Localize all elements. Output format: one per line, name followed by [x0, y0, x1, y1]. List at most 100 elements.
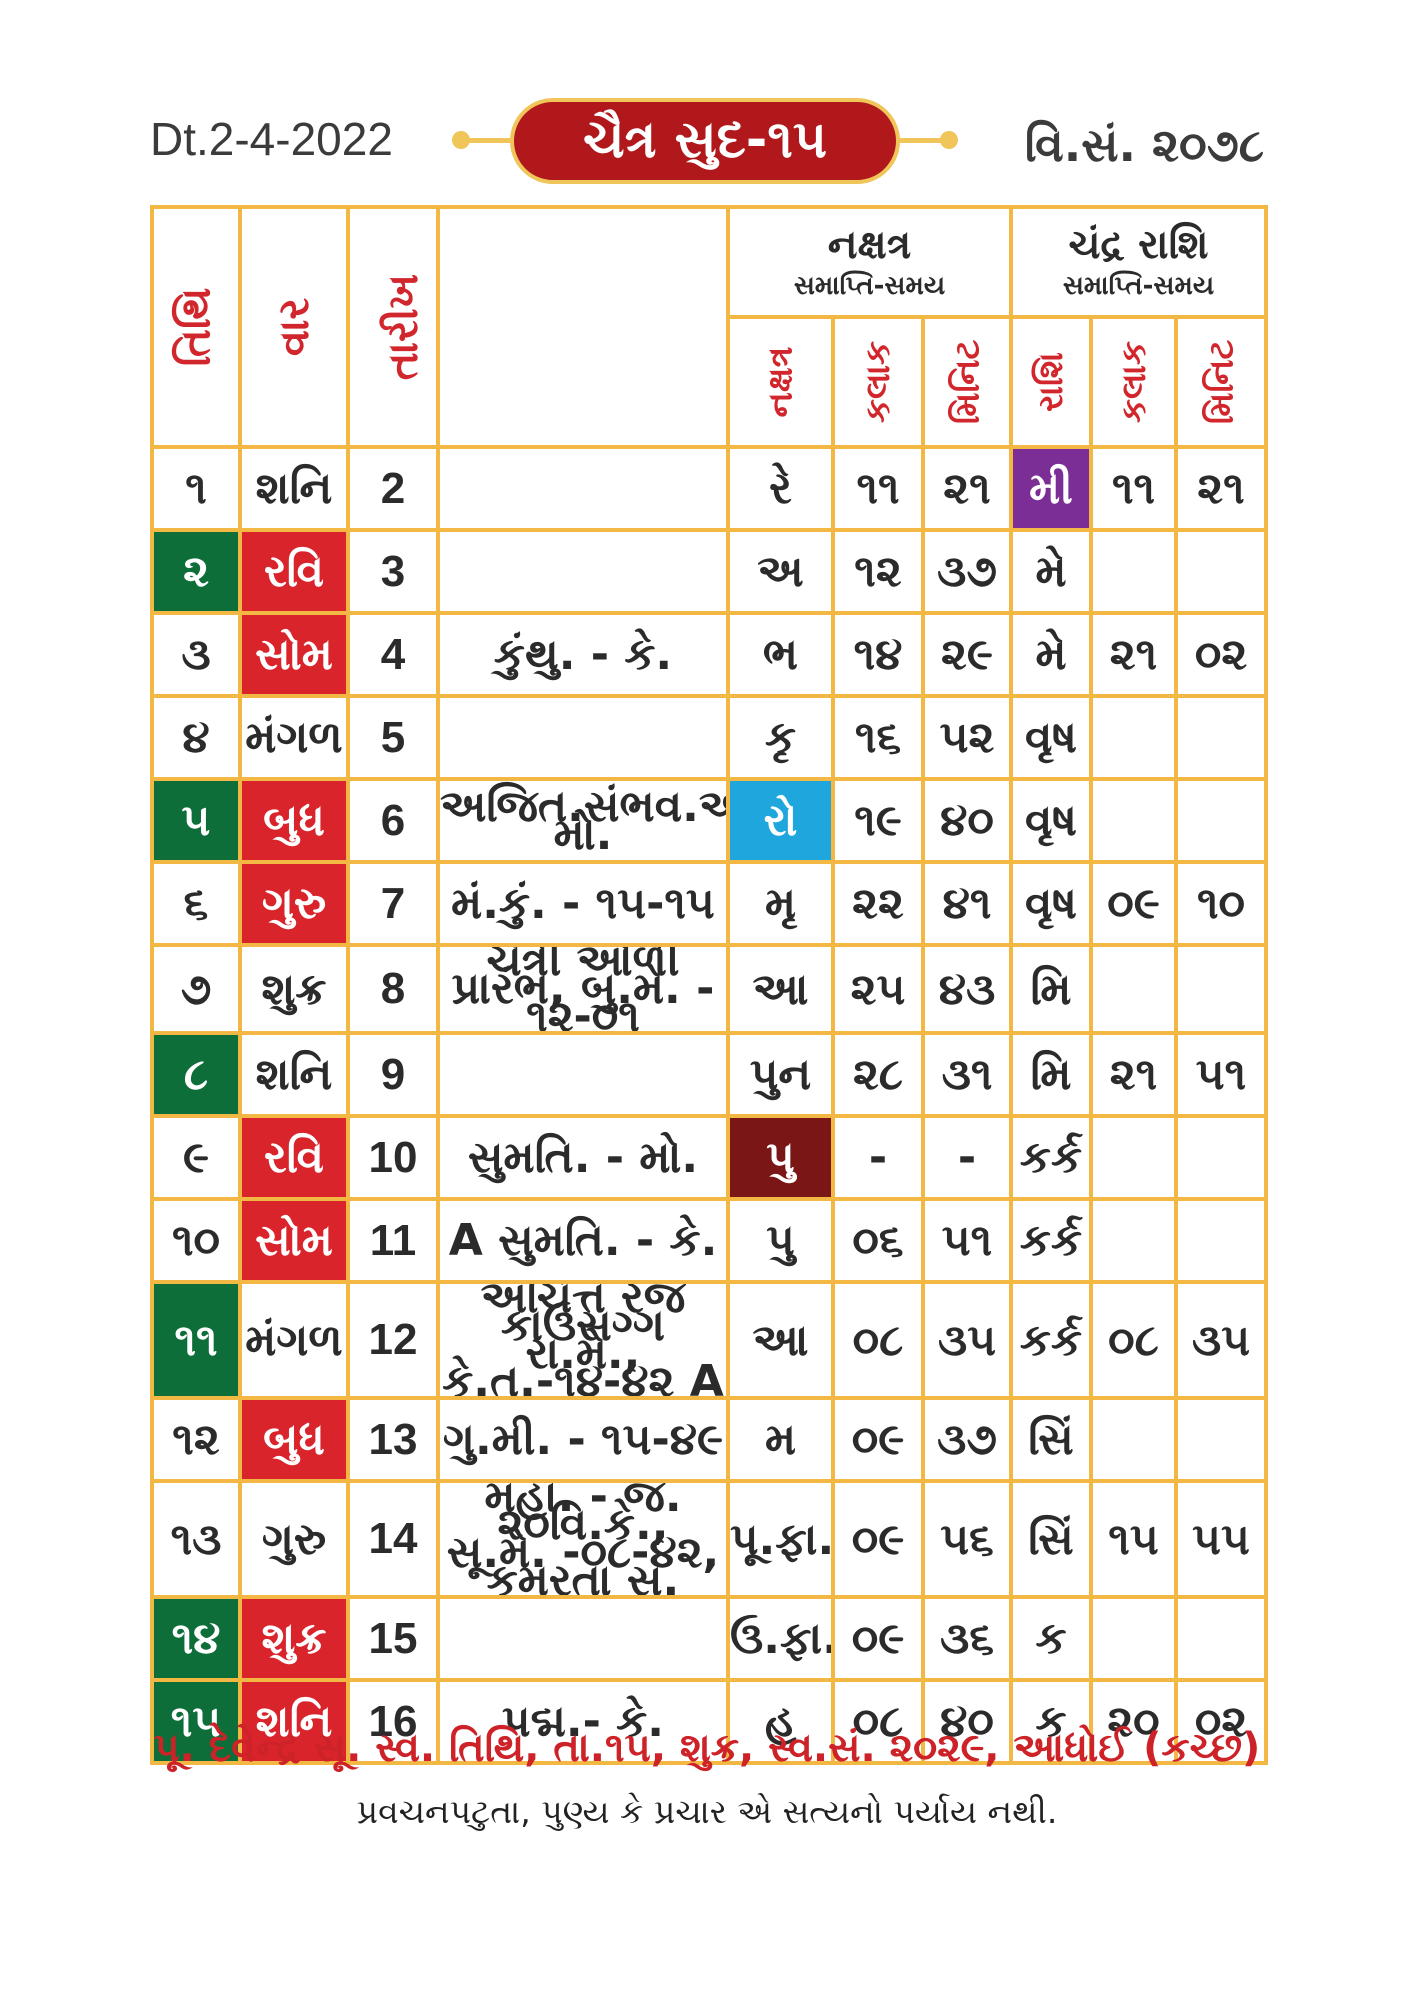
nakshatra-cell: પુ	[726, 1197, 835, 1284]
vaar-cell: મંગળ	[238, 1280, 350, 1400]
nakshatra-hour-cell: ૨૫	[831, 943, 925, 1035]
header-rashi-kalak: કલાક	[1089, 315, 1178, 449]
nakshatra-hour-cell: ૨૨	[831, 860, 925, 947]
table-row: ૧૦ સોમ 11 A સુમતિ. - કે. પુ ૦૬ ૫૧ કર્ક	[150, 1197, 1268, 1284]
nakshatra-hour-cell: ૧૬	[831, 694, 925, 781]
tithi-cell: ૧૨	[150, 1396, 242, 1483]
rashi-hour-cell: ૨૧	[1089, 1031, 1178, 1118]
vaar-cell: ગુરુ	[238, 860, 350, 947]
date-cell: 16	[346, 1678, 440, 1765]
note-cell: મહા. - જ. ૨૦વિ.કે., સૂ.મે. -૦૮-૪૨, કમૂરત…	[436, 1479, 730, 1599]
rashi-minute-cell: ૫૫	[1174, 1479, 1268, 1599]
date-cell: 2	[346, 445, 440, 532]
nakshatra-hour-cell: ૦૯	[831, 1595, 925, 1682]
note-cell: ચૈત્રી ઓળી પ્રારંભ, બુ.મે. - ૧૨-૦૧	[436, 943, 730, 1035]
rashi-minute-cell: ૩૫	[1174, 1280, 1268, 1400]
nakshatra-cell: કૃ	[726, 694, 835, 781]
tithi-cell: ૧	[150, 445, 242, 532]
nakshatra-minute-cell: ૩૧	[921, 1031, 1013, 1118]
table-row: ૩ સોમ 4 કુંથુ. - કે. ભ ૧૪ ૨૯ મે ૨૧ ૦૨	[150, 611, 1268, 698]
header-rashi: રાશિ	[1009, 315, 1093, 449]
vaar-cell: શનિ	[238, 1031, 350, 1118]
note-cell: ગુ.મી. - ૧૫-૪૯	[436, 1396, 730, 1483]
table-row: ૭ શુક્ર 8 ચૈત્રી ઓળી પ્રારંભ, બુ.મે. - ૧૨-૦…	[150, 943, 1268, 1035]
table-row: ૧૧ મંગળ 12 અચિત્ત રજ કાઉસગ્ગ રા.મે., કે.તુ.…	[150, 1280, 1268, 1400]
rashi-hour-cell: ૦૮	[1089, 1280, 1178, 1400]
rashi-cell: સિં	[1009, 1479, 1093, 1599]
nakshatra-hour-cell: ૦૮	[831, 1280, 925, 1400]
nakshatra-minute-cell: ૩૬	[921, 1595, 1013, 1682]
vaar-cell: શુક્ર	[238, 1595, 350, 1682]
banner-right-ornament	[890, 138, 950, 143]
rashi-cell: મે	[1009, 528, 1093, 615]
nakshatra-cell: મ	[726, 1396, 835, 1483]
note-cell: અચિત્ત રજ કાઉસગ્ગ રા.મે., કે.તુ.-૧૪-૪૨ A	[436, 1280, 730, 1400]
banner-right-dot	[940, 131, 958, 149]
rashi-cell: મિ	[1009, 943, 1093, 1035]
header-nak-minit: મિનિટ	[921, 315, 1013, 449]
date-cell: 9	[346, 1031, 440, 1118]
nakshatra-cell: પુન	[726, 1031, 835, 1118]
month-title: ચૈત્ર સુદ-૧૫	[510, 98, 900, 184]
tithi-cell: ૮	[150, 1031, 242, 1118]
rashi-minute-cell: ૫૧	[1174, 1031, 1268, 1118]
nakshatra-hour-cell: -	[831, 1114, 925, 1201]
rashi-minute-cell: ૧૦	[1174, 860, 1268, 947]
table-row: ૯ રવિ 10 સુમતિ. - મો. પુ - - કર્ક	[150, 1114, 1268, 1201]
table-row: ૧ શનિ 2 રે ૧૧ ૨૧ મી ૧૧ ૨૧	[150, 445, 1268, 532]
header-nak: નક્ષત્ર	[726, 315, 835, 449]
rashi-cell: મે	[1009, 611, 1093, 698]
rashi-minute-cell: ૨૧	[1174, 445, 1268, 532]
nakshatra-cell: અ	[726, 528, 835, 615]
rashi-minute-cell: ૦૨	[1174, 611, 1268, 698]
tithi-cell: ૩	[150, 611, 242, 698]
nakshatra-cell: પૂ.ફા.	[726, 1479, 835, 1599]
nakshatra-cell: ભ	[726, 611, 835, 698]
vaar-cell: મંગળ	[238, 694, 350, 781]
date-cell: 6	[346, 777, 440, 864]
rashi-cell: વૃષ	[1009, 777, 1093, 864]
rashi-hour-cell	[1089, 1114, 1178, 1201]
tithi-cell: ૧૫	[150, 1678, 242, 1765]
rashi-hour-cell: ૦૯	[1089, 860, 1178, 947]
rashi-cell: ક	[1009, 1595, 1093, 1682]
rashi-minute-cell	[1174, 1595, 1268, 1682]
vaar-cell: સોમ	[238, 1197, 350, 1284]
nakshatra-cell: પુ	[726, 1114, 835, 1201]
table-row: ૧૩ ગુરુ 14 મહા. - જ. ૨૦વિ.કે., સૂ.મે. -૦૮-૪…	[150, 1479, 1268, 1599]
rashi-cell: વૃષ	[1009, 694, 1093, 781]
header-chandra-rashi-group: ચંદ્ર રાશિ સમાપ્તિ-સમય	[1009, 205, 1268, 319]
rashi-cell: સિં	[1009, 1396, 1093, 1483]
month-banner: ચૈત્ર સુદ-૧૫	[452, 92, 958, 190]
nakshatra-minute-cell: ૫૨	[921, 694, 1013, 781]
rashi-cell: કર્ક	[1009, 1197, 1093, 1284]
nakshatra-cell: આ	[726, 1280, 835, 1400]
tithi-cell: ૧૧	[150, 1280, 242, 1400]
tithi-cell: ૧૦	[150, 1197, 242, 1284]
note-cell	[436, 528, 730, 615]
tithi-cell: ૬	[150, 860, 242, 947]
rashi-cell: મી	[1009, 445, 1093, 532]
nakshatra-hour-cell: ૦૮	[831, 1678, 925, 1765]
header-vaar: વાર	[238, 205, 350, 449]
footer-line-1: પૂ. દેવેન્દ્ર સૂ. સ્વ. તિથિ, તા.૧૫, શુક્…	[153, 1725, 1261, 1771]
tithi-cell: ૪	[150, 694, 242, 781]
note-cell: કુંથુ. - કે.	[436, 611, 730, 698]
nakshatra-minute-cell: ૫૧	[921, 1197, 1013, 1284]
nakshatra-cell: ઉ.ફા.	[726, 1595, 835, 1682]
nakshatra-hour-cell: ૨૮	[831, 1031, 925, 1118]
nakshatra-minute-cell: -	[921, 1114, 1013, 1201]
rashi-cell: મિ	[1009, 1031, 1093, 1118]
nakshatra-cell: રે	[726, 445, 835, 532]
rashi-hour-cell	[1089, 1197, 1178, 1284]
vaar-cell: શનિ	[238, 1678, 350, 1765]
nakshatra-minute-cell: ૨૧	[921, 445, 1013, 532]
rashi-minute-cell	[1174, 943, 1268, 1035]
nakshatra-hour-cell: ૦૯	[831, 1396, 925, 1483]
nakshatra-minute-cell: ૪૦	[921, 1678, 1013, 1765]
panchang-table: તિથિ વાર તારીખ નક્ષત્ર સમાપ્તિ-સમય ચંદ્ર…	[150, 205, 1268, 1765]
date-cell: 13	[346, 1396, 440, 1483]
header-tithi: તિથિ	[150, 205, 242, 449]
table-row: ૧૨ બુધ 13 ગુ.મી. - ૧૫-૪૯ મ ૦૯ ૩૭ સિં	[150, 1396, 1268, 1483]
note-cell: A સુમતિ. - કે.	[436, 1197, 730, 1284]
